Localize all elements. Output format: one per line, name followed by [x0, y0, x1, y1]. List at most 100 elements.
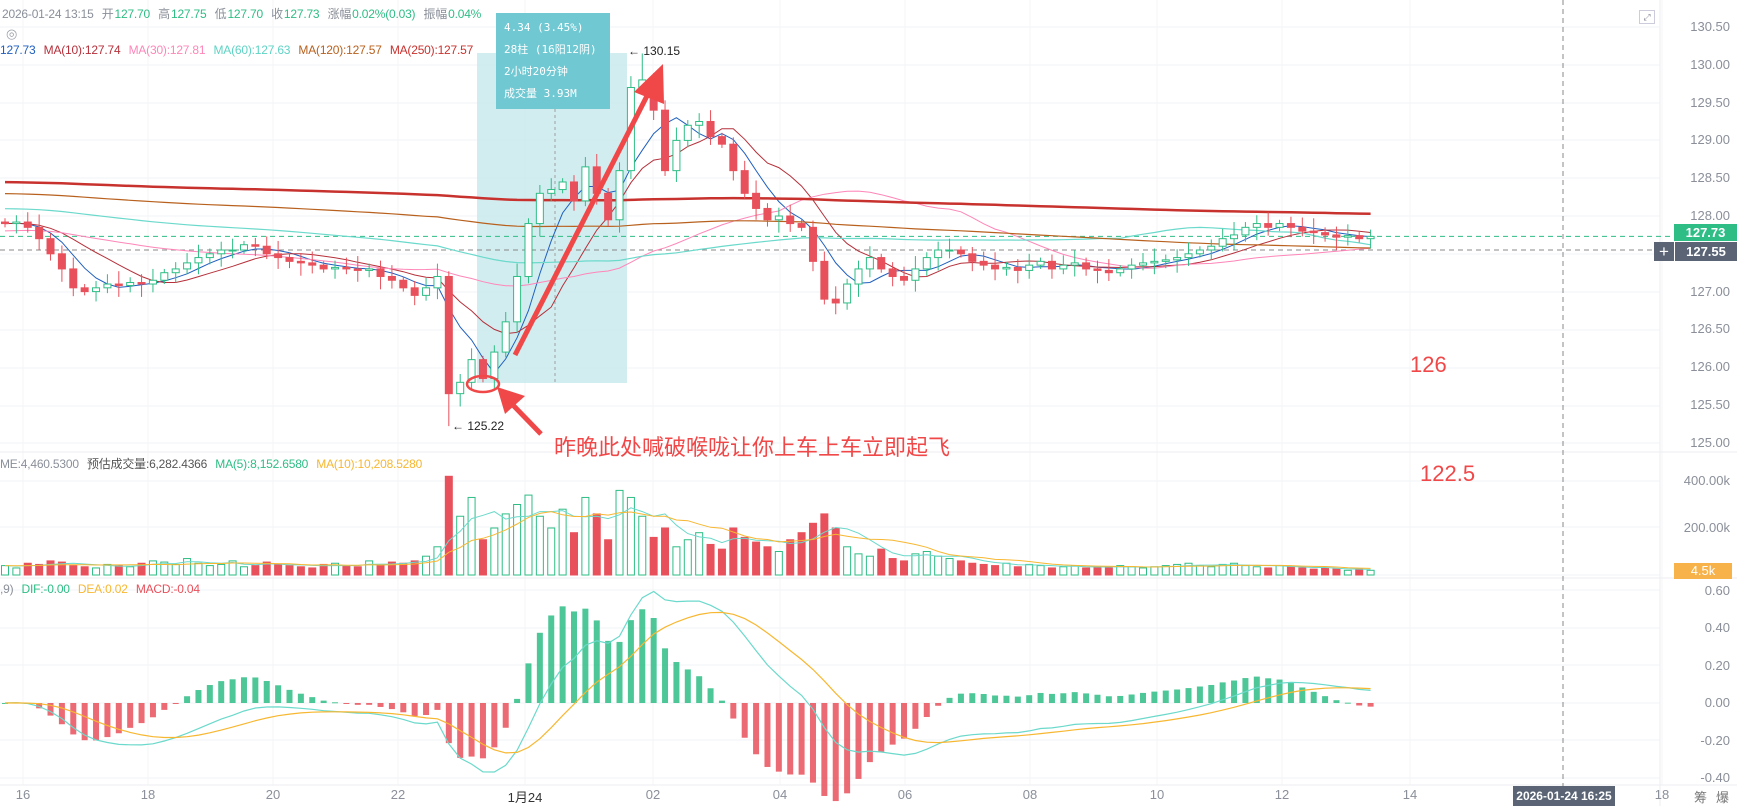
ma10-value: MA(10):127.74 — [43, 43, 121, 57]
candle-body — [217, 249, 226, 255]
volume-bar — [854, 553, 863, 576]
macd-histogram-bar — [764, 703, 771, 767]
candle-body — [1184, 253, 1193, 259]
macd-histogram-bar — [627, 620, 634, 703]
open-label: 开 — [101, 7, 114, 21]
macd-histogram-bar — [1356, 703, 1363, 706]
volume-bar — [69, 565, 78, 576]
ma5-value: 127.73 — [0, 43, 36, 57]
price-axis-label: 129.00 — [1690, 132, 1730, 148]
macd-histogram-bar — [184, 696, 191, 703]
high-marker-value: 130.15 — [643, 44, 681, 58]
time-axis-label: 08 — [1022, 787, 1038, 802]
candle-body — [501, 321, 510, 353]
fullscreen-icon[interactable]: ⤢ — [1639, 10, 1655, 24]
candle-body — [148, 279, 157, 285]
candle-body — [80, 287, 89, 293]
macd-histogram-bar — [582, 608, 589, 703]
candle-body — [854, 268, 863, 285]
volume-bar — [239, 566, 248, 576]
candle-body — [1, 221, 9, 225]
annotation-arrow-left — [508, 400, 543, 436]
candle-body — [1309, 230, 1318, 234]
chip-distribution-button[interactable]: 筹 — [1694, 790, 1708, 805]
candle-body — [1355, 235, 1364, 240]
volume-axis-label: 400.00k — [1683, 473, 1730, 488]
volume-bar — [865, 555, 874, 576]
low-label: 低 — [214, 7, 227, 21]
candle-body — [945, 249, 954, 252]
macd-histogram-bar — [1105, 696, 1112, 703]
volume-bar — [217, 563, 226, 576]
volume-bar — [365, 560, 374, 576]
macd-histogram-bar — [354, 703, 361, 705]
macd-histogram-bar — [1333, 700, 1340, 703]
candle-body — [979, 260, 988, 266]
macd-histogram-bar — [332, 702, 339, 704]
candle-body — [1150, 260, 1159, 264]
annotation-arrowhead-left — [497, 387, 525, 414]
macd-histogram-bar — [252, 677, 259, 703]
candle-body — [524, 223, 533, 277]
time-axis-label: 1月24 — [507, 790, 543, 805]
candle-body — [92, 287, 101, 293]
price-axis-label: 128.50 — [1690, 170, 1730, 186]
high-label: 高 — [158, 7, 170, 21]
candle-body — [433, 275, 442, 289]
price-axis-label: 126.00 — [1690, 359, 1730, 375]
candle-body — [729, 143, 738, 172]
ma250-value: MA(250):127.57 — [389, 43, 474, 57]
candle-body — [183, 262, 192, 270]
crosshair-time-tag: 2026-01-24 16:25 — [1513, 786, 1615, 806]
candle-body — [308, 262, 317, 266]
volume-ma5: MA(5):8,152.6580 — [215, 457, 309, 471]
macd-histogram-bar — [70, 703, 77, 735]
candle-body — [1241, 226, 1250, 236]
macd-legend: ,9) DIF:-0.00 DEA:0.02 MACD:-0.04 — [0, 582, 205, 596]
macd-histogram-bar — [1253, 676, 1260, 703]
macd-histogram-bar — [1140, 692, 1146, 703]
volume-bar — [717, 548, 726, 576]
hide-eye-icon[interactable]: ◎ — [6, 26, 18, 41]
volume-bar — [877, 548, 886, 576]
volume-bar — [331, 562, 340, 576]
macd-histogram-bar — [491, 703, 498, 748]
candle-body — [478, 359, 487, 380]
macd-histogram-bar — [1083, 693, 1090, 703]
candle-body — [900, 275, 909, 281]
volume-bar — [672, 546, 681, 576]
candle-body — [1332, 234, 1341, 238]
candle-body — [296, 260, 305, 264]
macd-histogram-bar — [650, 618, 657, 703]
macd-histogram-bar — [388, 703, 395, 710]
volume-bar — [422, 555, 431, 576]
candle-body — [467, 359, 476, 383]
volume-bar — [1355, 568, 1364, 576]
range-change: 4.34 (3.45%) — [504, 21, 584, 34]
macd-histogram-bar — [206, 685, 213, 703]
time-axis-label: 16 — [15, 787, 31, 802]
macd-histogram-bar — [1208, 684, 1215, 703]
burst-button[interactable]: 爆 — [1716, 790, 1730, 805]
annotation-text: 昨晚此处喊破喉咙让你上车上车立即起飞 — [554, 435, 951, 460]
macd-histogram-bar — [1276, 679, 1283, 703]
candle-body — [797, 223, 806, 228]
candle-body — [1013, 266, 1022, 271]
macd-histogram-bar — [1242, 678, 1249, 703]
macd-histogram-bar — [434, 703, 441, 710]
add-alert-plus-icon[interactable]: + — [1654, 242, 1674, 261]
volume-bar — [387, 561, 396, 576]
macd-histogram-bar — [696, 676, 703, 703]
macd-histogram-bar — [286, 689, 293, 703]
volume-bar — [251, 565, 260, 576]
macd-histogram-bar — [992, 695, 999, 703]
range-volume: 成交量 3.93M — [504, 87, 577, 100]
volume-bar — [638, 515, 647, 576]
candle-body — [1275, 223, 1284, 228]
volume-bar — [205, 565, 214, 576]
macd-histogram-bar — [753, 703, 760, 755]
macd-axis-label: 0.60 — [1704, 582, 1730, 598]
candle-body — [262, 245, 271, 255]
ma60-value: MA(60):127.63 — [213, 43, 291, 57]
